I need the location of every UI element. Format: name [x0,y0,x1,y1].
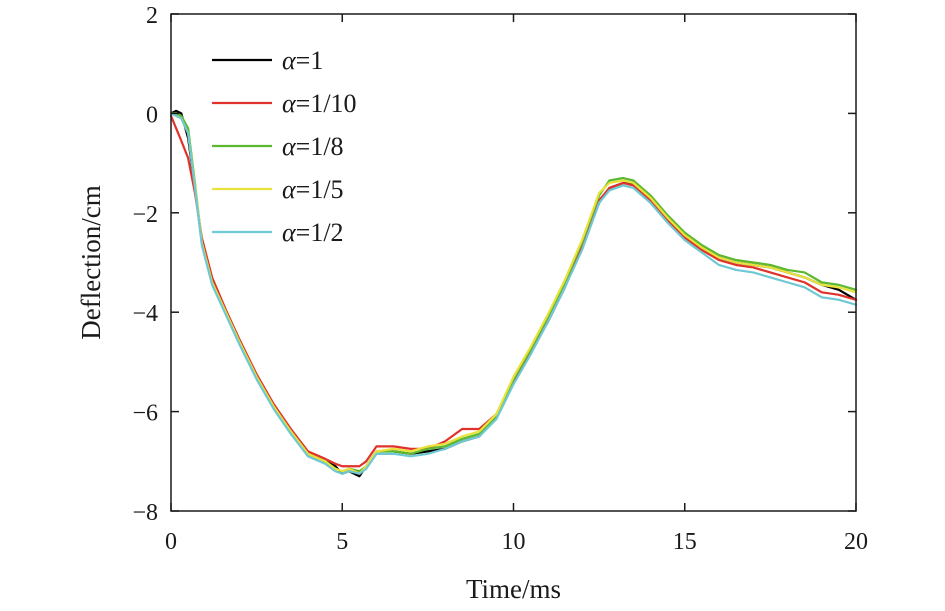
x-tick-label: 5 [336,529,348,555]
legend: α=1 α=1/10 α=1/8 α=1/5 α=1/2 [212,46,357,247]
y-tick-label: 2 [146,3,158,29]
legend-label-0: α=1 [282,46,323,75]
y-tick-label: −4 [132,301,158,327]
legend-label-3: α=1/5 [282,175,344,204]
y-tick-label: −6 [132,401,158,427]
legend-label-2: α=1/8 [282,132,344,161]
x-tick-label: 20 [844,529,868,555]
x-tick-label: 0 [165,529,177,555]
y-tick-label: 0 [146,102,158,128]
y-tick-label: −8 [132,500,158,526]
y-axis-label: Deflection/cm [76,185,106,339]
x-axis-label: Time/ms [466,574,561,604]
ticks-layer: 0 5 10 15 20 −8 −6 −4 −2 0 2 [132,3,868,555]
legend-label-4: α=1/2 [282,218,344,247]
y-tick-label: −2 [132,202,158,228]
x-tick-label: 15 [673,529,697,555]
legend-label-1: α=1/10 [282,89,357,118]
x-tick-label: 10 [502,529,526,555]
series-layer [169,109,858,478]
series-line-4 [169,112,858,475]
